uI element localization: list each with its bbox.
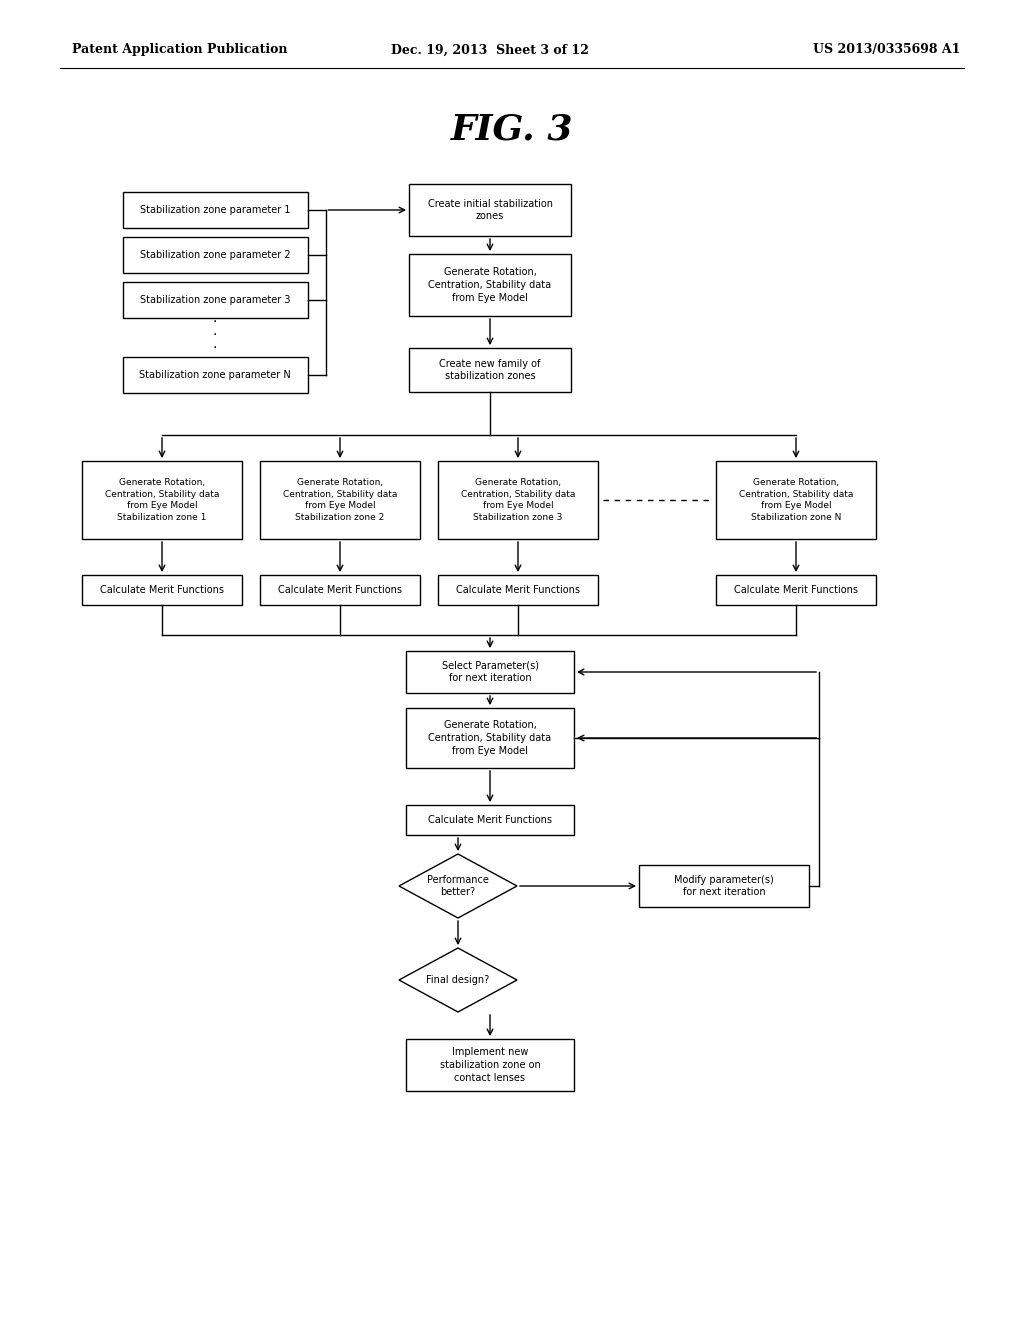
Text: Patent Application Publication: Patent Application Publication xyxy=(72,44,288,57)
Bar xyxy=(82,576,242,605)
Text: Implement new
stabilization zone on
contact lenses: Implement new stabilization zone on cont… xyxy=(439,1047,541,1082)
Bar xyxy=(260,576,420,605)
Text: Generate Rotation,
Centration, Stability data
from Eye Model
Stabilization zone : Generate Rotation, Centration, Stability… xyxy=(283,478,397,521)
Bar xyxy=(438,461,598,539)
Bar xyxy=(716,461,876,539)
Text: Create new family of
stabilization zones: Create new family of stabilization zones xyxy=(439,359,541,381)
Text: ·
·
·: · · · xyxy=(213,315,217,355)
Text: Generate Rotation,
Centration, Stability data
from Eye Model: Generate Rotation, Centration, Stability… xyxy=(428,267,552,302)
Text: Modify parameter(s)
for next iteration: Modify parameter(s) for next iteration xyxy=(674,875,774,898)
Text: Create initial stabilization
zones: Create initial stabilization zones xyxy=(427,198,553,222)
Text: Stabilization zone parameter 1: Stabilization zone parameter 1 xyxy=(139,205,290,215)
Bar xyxy=(409,183,571,236)
Text: Select Parameter(s)
for next iteration: Select Parameter(s) for next iteration xyxy=(441,660,539,684)
Bar xyxy=(406,805,574,836)
Bar xyxy=(82,461,242,539)
Bar xyxy=(409,348,571,392)
Text: Final design?: Final design? xyxy=(426,975,489,985)
Text: Dec. 19, 2013  Sheet 3 of 12: Dec. 19, 2013 Sheet 3 of 12 xyxy=(391,44,589,57)
Text: Stabilization zone parameter 3: Stabilization zone parameter 3 xyxy=(139,294,290,305)
Polygon shape xyxy=(399,854,517,917)
Text: Calculate Merit Functions: Calculate Merit Functions xyxy=(428,814,552,825)
Text: Generate Rotation,
Centration, Stability data
from Eye Model
Stabilization zone : Generate Rotation, Centration, Stability… xyxy=(738,478,853,521)
Text: Calculate Merit Functions: Calculate Merit Functions xyxy=(456,585,580,595)
Text: Performance
better?: Performance better? xyxy=(427,875,488,898)
Text: Stabilization zone parameter N: Stabilization zone parameter N xyxy=(139,370,291,380)
Text: Calculate Merit Functions: Calculate Merit Functions xyxy=(278,585,402,595)
Text: Calculate Merit Functions: Calculate Merit Functions xyxy=(734,585,858,595)
Bar xyxy=(123,356,307,393)
Bar xyxy=(406,708,574,768)
Text: Stabilization zone parameter 2: Stabilization zone parameter 2 xyxy=(139,249,291,260)
Text: Generate Rotation,
Centration, Stability data
from Eye Model
Stabilization zone : Generate Rotation, Centration, Stability… xyxy=(104,478,219,521)
Text: Generate Rotation,
Centration, Stability data
from Eye Model: Generate Rotation, Centration, Stability… xyxy=(428,721,552,756)
Bar xyxy=(260,461,420,539)
Bar xyxy=(639,865,809,907)
Text: Generate Rotation,
Centration, Stability data
from Eye Model
Stabilization zone : Generate Rotation, Centration, Stability… xyxy=(461,478,575,521)
Bar xyxy=(409,253,571,315)
Polygon shape xyxy=(399,948,517,1012)
Bar xyxy=(123,238,307,273)
Text: Calculate Merit Functions: Calculate Merit Functions xyxy=(100,585,224,595)
Bar xyxy=(438,576,598,605)
Text: FIG. 3: FIG. 3 xyxy=(451,114,573,147)
Bar xyxy=(123,282,307,318)
Bar xyxy=(406,651,574,693)
Text: US 2013/0335698 A1: US 2013/0335698 A1 xyxy=(813,44,961,57)
Bar xyxy=(406,1039,574,1092)
Bar xyxy=(123,191,307,228)
Bar xyxy=(716,576,876,605)
